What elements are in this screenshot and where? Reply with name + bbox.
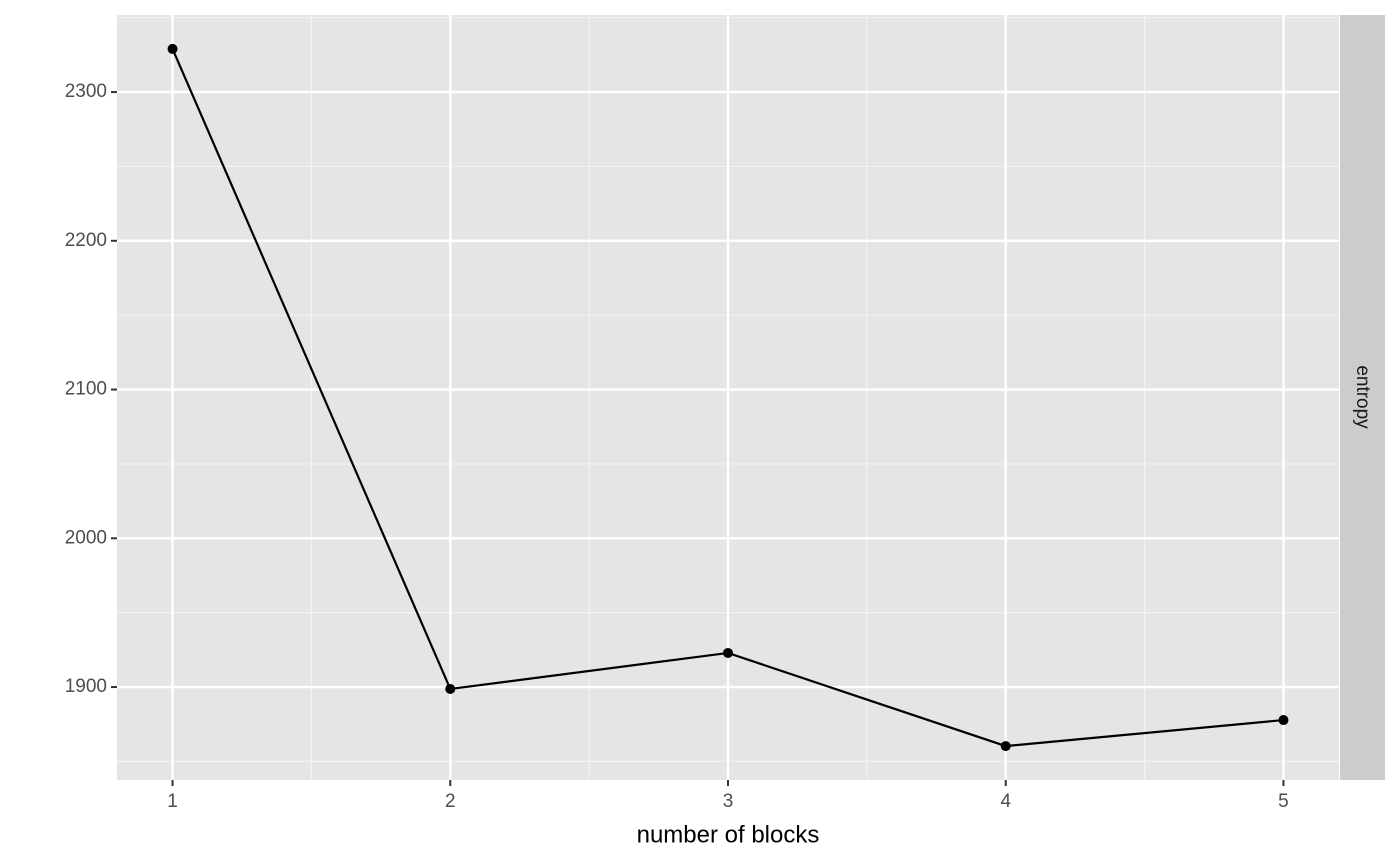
marks: [167, 43, 1289, 752]
point: [445, 683, 456, 694]
x-axis-title: number of blocks: [637, 821, 820, 848]
y-tick-label: 1900: [65, 676, 107, 697]
facet-strip: [1340, 15, 1385, 780]
point: [167, 43, 178, 54]
point: [1000, 741, 1011, 752]
y-tick-label: 2100: [65, 379, 107, 400]
y-tick-label: 2300: [65, 81, 107, 102]
grid: 1900 2000 2100 2200 2300 1 2 3 4 5: [65, 15, 1339, 812]
x-tick-label: 4: [1000, 791, 1011, 812]
x-tick-label: 3: [723, 791, 734, 812]
x-tick-label: 5: [1278, 791, 1289, 812]
point: [723, 647, 733, 658]
facet-label: entropy: [1352, 365, 1373, 429]
x-tick-label: 1: [167, 791, 178, 812]
point: [1278, 715, 1289, 726]
y-tick-label: 2000: [65, 527, 107, 548]
x-tick-label: 2: [445, 791, 456, 812]
y-tick-label: 2200: [65, 230, 107, 251]
